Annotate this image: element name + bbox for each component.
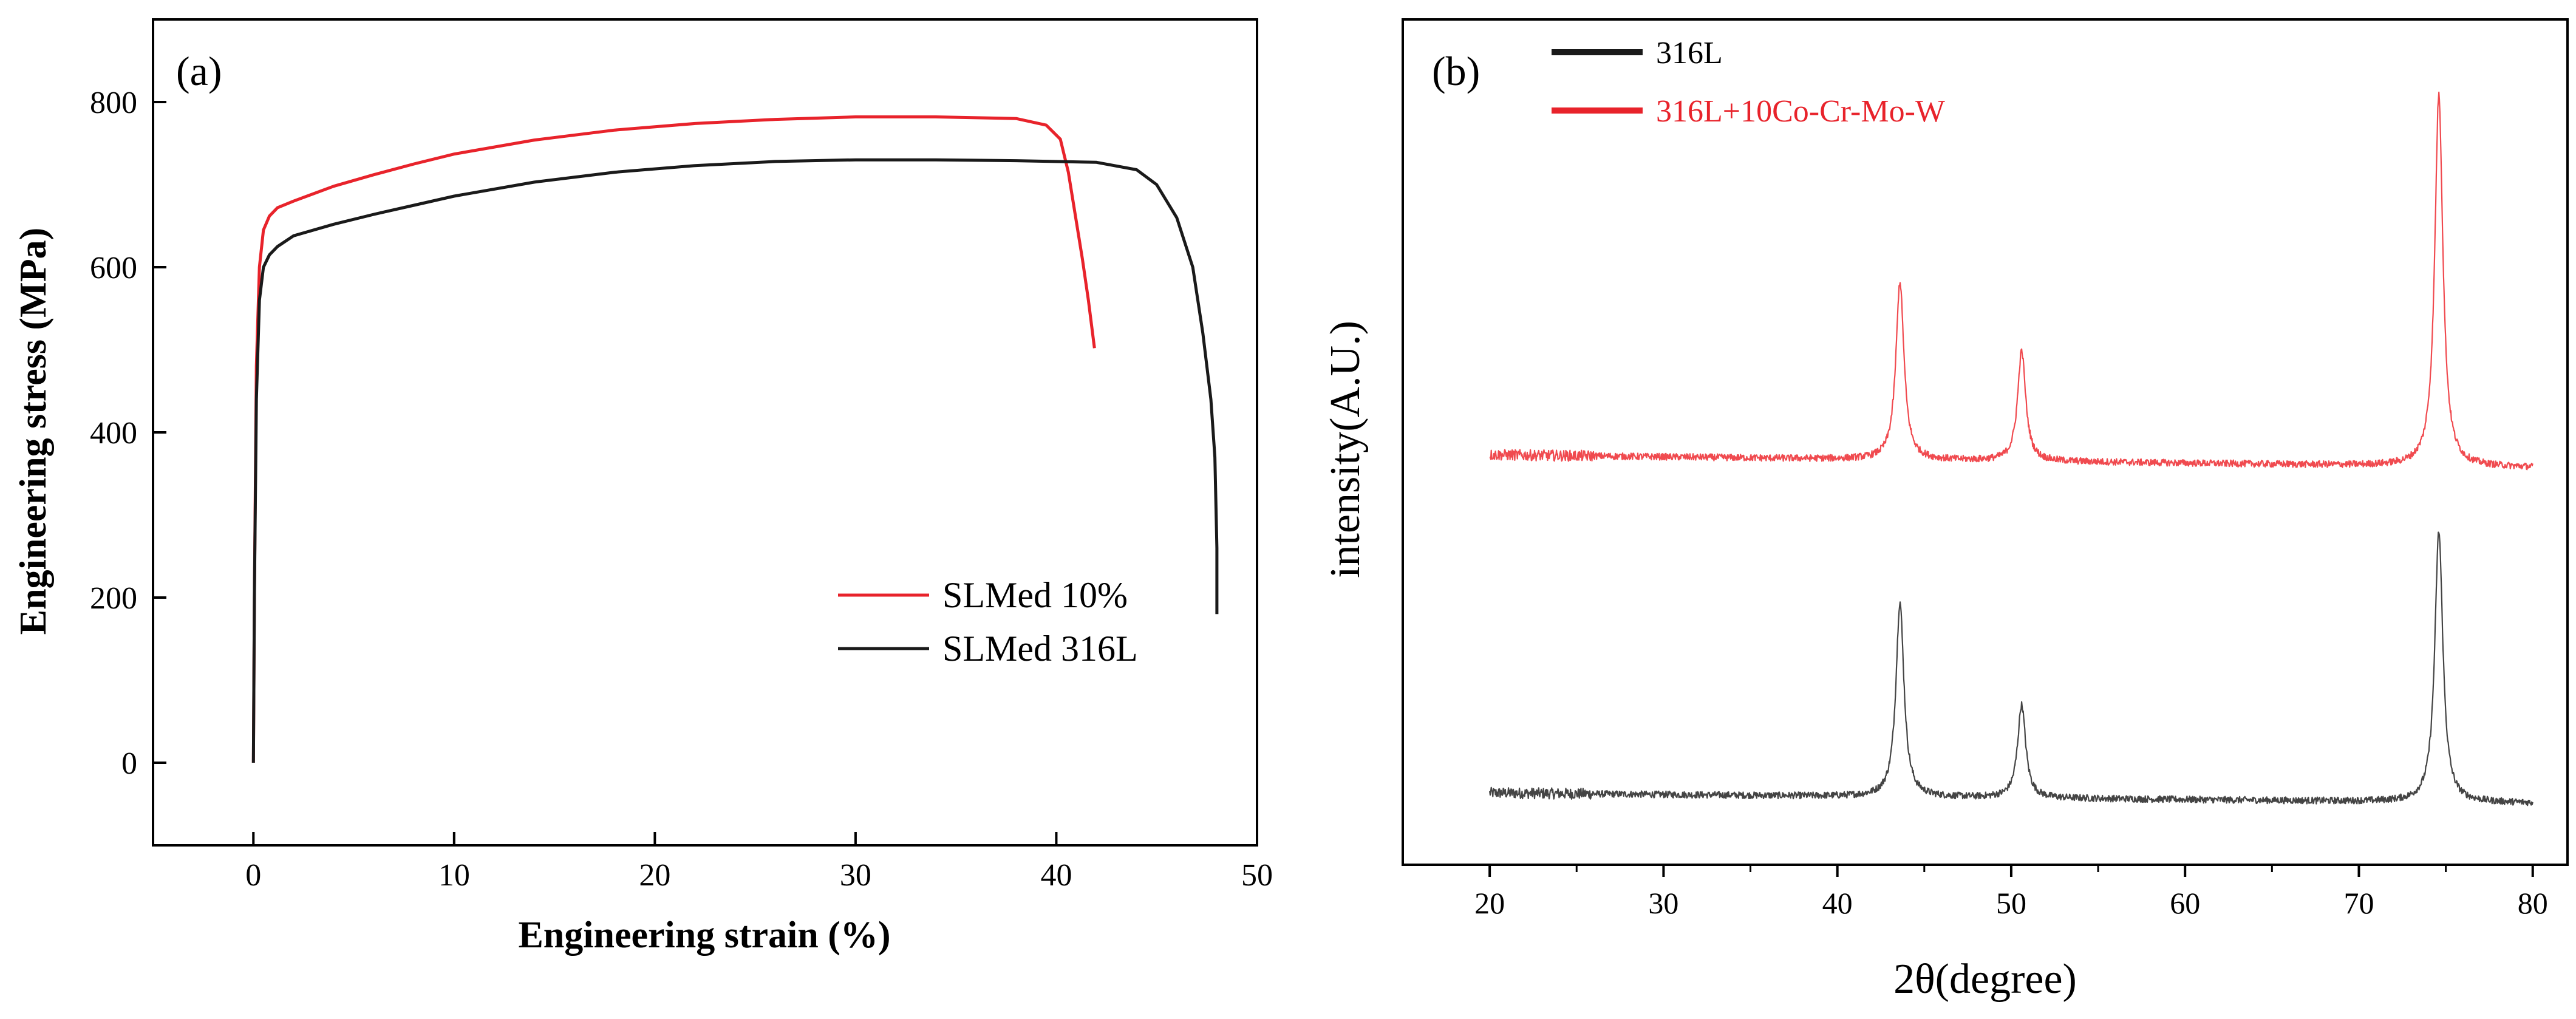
a-ytick-label: 800	[90, 86, 137, 120]
a-ytick-label: 0	[121, 746, 137, 781]
legend-b: 316L 316L+10Co-Cr-Mo-W	[1552, 36, 1945, 129]
panel-a: 0 10 20 30 40 50 0 200 400 600 800 (a) SLMed 10% S…	[13, 18, 1273, 956]
legend-a-label-316l: SLMed 316L	[942, 629, 1138, 669]
a-ytick-label: 400	[90, 416, 137, 451]
panel-b: 20 30 40 50 60 70 80 (b) 316L 316L+10Co-Cr-Mo-…	[1322, 18, 2569, 1003]
b-xtick-label: 30	[1648, 886, 1678, 920]
a-ticks: 0 10 20 30 40 50 0 200 400 600 800	[90, 86, 1273, 893]
a-ytick-label: 600	[90, 251, 137, 285]
x-axis-title-a: Engineering strain (%)	[518, 915, 890, 956]
b-xtick-label: 80	[2518, 886, 2548, 920]
y-axis-title-b: intensity(A.U.)	[1322, 321, 1369, 578]
legend-b-label-co: 316L+10Co-Cr-Mo-W	[1656, 94, 1945, 129]
panel-a-label: (a)	[176, 48, 222, 94]
b-series-line-0	[1489, 531, 2533, 806]
a-series-line-1	[251, 158, 1219, 763]
y-axis-title-a: Engineering stress (MPa)	[13, 228, 54, 635]
a-xtick-label: 50	[1241, 858, 1273, 893]
plot-b-frame	[1402, 18, 2569, 866]
b-xtick-label: 70	[2343, 886, 2374, 920]
b-ticks: 20 30 40 50 60 70 80	[1474, 865, 2548, 920]
a-ytick-label: 200	[90, 581, 137, 616]
legend-b-label-316l: 316L	[1656, 36, 1723, 70]
a-xtick-label: 10	[438, 858, 470, 893]
plot-a-frame	[152, 18, 1258, 847]
b-series-line-1	[1489, 91, 2533, 471]
x-axis-title-b: 2θ(degree)	[1893, 956, 2077, 1003]
b-xtick-label: 40	[1822, 886, 1853, 920]
a-xtick-label: 30	[840, 858, 871, 893]
b-series	[1489, 91, 2533, 806]
a-series-line-0	[251, 115, 1096, 763]
a-xtick-label: 20	[639, 858, 670, 893]
b-xtick-label: 60	[2170, 886, 2200, 920]
a-xtick-label: 0	[245, 858, 261, 893]
a-series	[251, 115, 1219, 763]
a-xtick-label: 40	[1040, 858, 1072, 893]
legend-a-label-10pct: SLMed 10%	[942, 575, 1128, 615]
b-xtick-label: 20	[1474, 886, 1505, 920]
b-xtick-label: 50	[1996, 886, 2026, 920]
legend-a: SLMed 10% SLMed 316L	[838, 575, 1138, 669]
panel-b-label: (b)	[1432, 48, 1480, 94]
